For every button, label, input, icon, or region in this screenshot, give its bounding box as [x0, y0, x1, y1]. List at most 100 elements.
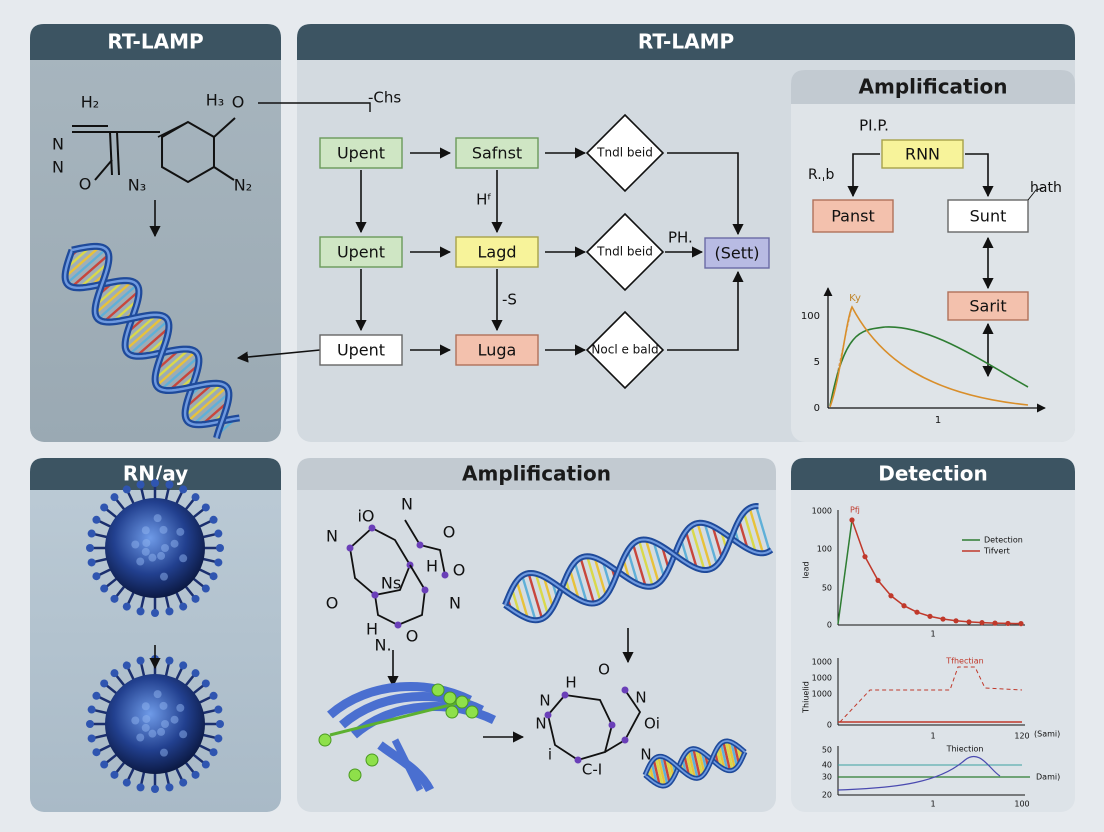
virus-texture [131, 540, 140, 549]
base-pair [521, 575, 537, 621]
atom-label: N. [374, 636, 391, 655]
atom-label: H [565, 674, 576, 692]
ligand-bead [431, 683, 445, 697]
annotation: Ky [849, 293, 861, 304]
atom [421, 586, 429, 594]
flow-node [455, 236, 539, 268]
atom-label: O [79, 175, 92, 194]
base-pair [665, 758, 673, 781]
virus-texture [170, 715, 179, 724]
base-pair [659, 756, 669, 786]
tick-label: 1000 [812, 658, 832, 667]
panel-header [297, 458, 776, 490]
annotation: -S [502, 291, 517, 309]
base-pair [97, 283, 138, 320]
node-label: Upent [337, 144, 385, 163]
ligand-chain [329, 698, 471, 737]
curve-point [888, 593, 894, 599]
annotation: -Chs [368, 89, 401, 107]
tick-label: 120 [1014, 732, 1029, 741]
curve [837, 519, 853, 625]
base-pair [717, 745, 726, 770]
node-label: Safnst [472, 144, 522, 163]
spike-tip [122, 602, 131, 611]
base-pair [124, 313, 158, 344]
spike-tip [87, 705, 96, 714]
annotation: Pfj [850, 506, 860, 515]
panel [791, 70, 1075, 442]
tick-label: 30 [822, 773, 832, 782]
spike-tip [110, 770, 119, 779]
bond [157, 121, 189, 138]
ligand-bead [443, 691, 457, 705]
panel-title: RT-LAMP [638, 30, 734, 54]
spike-tip [179, 661, 188, 670]
spike-tip [86, 544, 94, 552]
base-pair [168, 363, 200, 392]
bond [109, 131, 113, 176]
base-pair [94, 279, 125, 307]
base-pair [652, 759, 661, 786]
virus-body [105, 498, 205, 598]
base-pair [573, 561, 588, 604]
atom [544, 711, 552, 719]
base-pair [730, 741, 739, 768]
virus-texture [179, 730, 188, 739]
base-pair [703, 522, 719, 566]
ligand-bead [318, 733, 332, 747]
virus-texture [141, 702, 150, 711]
ligand-bead [455, 695, 469, 709]
atom-label: H₃ [206, 91, 224, 110]
flow-node [319, 137, 403, 169]
virus-texture [170, 539, 179, 548]
spike-tip [100, 760, 109, 769]
curve-point [979, 620, 985, 626]
atom-label: O [326, 594, 339, 613]
base-pair [542, 576, 555, 608]
base-pair [650, 761, 658, 785]
spike-tip [136, 607, 145, 616]
virus-texture [159, 572, 168, 581]
base-pair [78, 261, 110, 289]
spike-tip [110, 669, 119, 678]
base-pair [687, 750, 697, 779]
spike-tip [87, 734, 96, 743]
axis-label: (Sami) [1034, 730, 1060, 739]
atom [561, 691, 569, 699]
virus-body [105, 674, 205, 774]
base-pair [155, 350, 197, 387]
axis-label: Dami) [1036, 773, 1060, 782]
base-pair [94, 280, 133, 315]
curve [839, 666, 1023, 723]
base-pair [568, 569, 580, 600]
decision-label: Nocl e bald [591, 343, 658, 357]
ligand-bead [445, 705, 459, 719]
base-pair [135, 326, 170, 358]
tick-label: 1 [930, 800, 935, 809]
flow-node [319, 236, 403, 268]
ligand-bead [365, 753, 379, 767]
base-pair [692, 748, 702, 778]
spike-tip [201, 760, 210, 769]
virus-texture [141, 526, 150, 535]
virus-texture [148, 553, 157, 562]
base-pair [66, 248, 107, 285]
tick-label: 1 [930, 732, 935, 741]
base-pair [662, 756, 671, 784]
decision-label: Tndl beid [596, 146, 653, 160]
base-pair [626, 549, 639, 585]
tick-label: 50 [822, 746, 832, 755]
spike-tip [201, 584, 210, 593]
base-pair [128, 319, 169, 356]
base-pair [742, 512, 757, 553]
atom-label: H₂ [81, 93, 99, 112]
virus-texture [142, 538, 151, 547]
spike-tip [165, 607, 174, 616]
base-pair [689, 748, 699, 779]
spike-tip [216, 544, 224, 552]
base-pair [70, 253, 110, 288]
virus-texture [159, 748, 168, 757]
annotation: Hᶠ [476, 191, 492, 209]
dna-highlight [504, 521, 773, 622]
virus-texture [141, 547, 150, 556]
